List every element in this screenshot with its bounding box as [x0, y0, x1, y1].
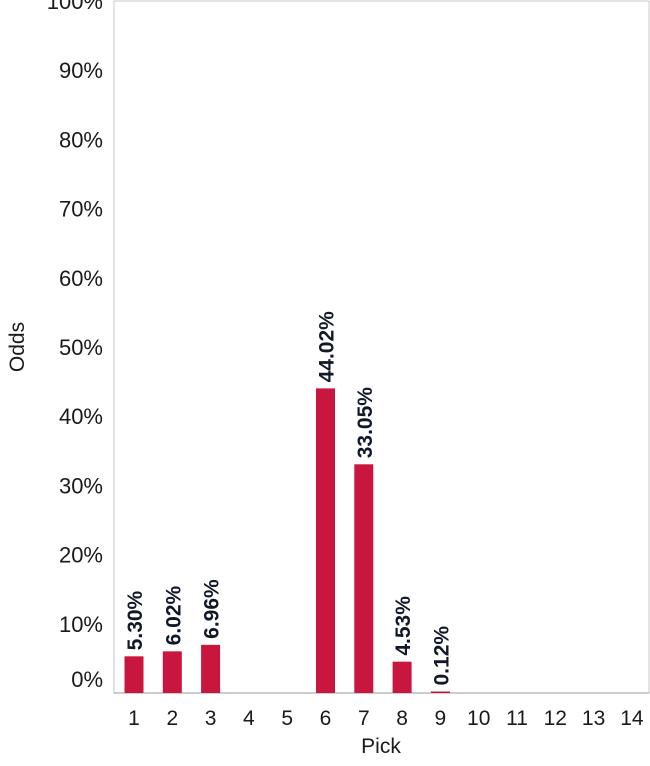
data-labels-group: 5.30% 6.02% 6.96% 44.02% 33.05% 4.53% 0.12% [124, 311, 453, 686]
x-tick-label: 13 [582, 707, 605, 730]
data-label: 0.12% [430, 626, 453, 686]
x-axis-ticks: 1 2 3 4 5 6 7 8 9 10 11 12 13 14 [128, 707, 644, 730]
x-tick-label: 9 [435, 707, 447, 730]
x-axis-title: Pick [361, 735, 401, 758]
x-tick-label: 2 [166, 707, 178, 730]
y-tick-label: 50% [59, 335, 103, 360]
y-tick-label: 30% [59, 473, 103, 498]
bars-group [124, 388, 450, 693]
data-label: 44.02% [316, 311, 339, 383]
y-tick-label: 100% [47, 0, 103, 14]
y-tick-label: 20% [59, 543, 103, 568]
y-tick-label: 90% [59, 58, 103, 83]
x-tick-label: 3 [205, 707, 217, 730]
y-axis-title: Odds [6, 322, 29, 372]
x-tick-label: 14 [620, 707, 644, 730]
y-tick-label: 0% [71, 667, 103, 692]
x-tick-label: 11 [506, 707, 528, 730]
x-tick-label: 7 [358, 707, 370, 730]
data-label: 4.53% [392, 596, 415, 656]
x-tick-label: 8 [396, 707, 408, 730]
data-label: 5.30% [124, 590, 147, 650]
y-tick-label: 70% [59, 197, 103, 222]
data-label: 6.02% [162, 585, 185, 645]
x-tick-label: 5 [281, 707, 293, 730]
x-tick-label: 12 [544, 707, 567, 730]
x-tick-label: 4 [243, 707, 255, 730]
data-label: 6.96% [201, 579, 224, 639]
bar [392, 661, 412, 693]
y-tick-label: 10% [59, 612, 103, 637]
x-tick-label: 6 [320, 707, 332, 730]
y-tick-label: 40% [59, 404, 103, 429]
bar [124, 656, 144, 693]
x-tick-label: 10 [467, 707, 490, 730]
data-label: 33.05% [354, 387, 377, 459]
bar [201, 644, 221, 693]
y-axis-ticks: 0% 10% 20% 30% 40% 50% 60% 70% 80% 90% 100% [47, 0, 103, 692]
bar [316, 388, 335, 693]
bar [354, 464, 374, 693]
bar [430, 691, 450, 693]
x-tick-label: 1 [128, 707, 140, 730]
bar [162, 651, 182, 693]
y-tick-label: 80% [59, 127, 103, 152]
y-tick-label: 60% [59, 266, 103, 291]
